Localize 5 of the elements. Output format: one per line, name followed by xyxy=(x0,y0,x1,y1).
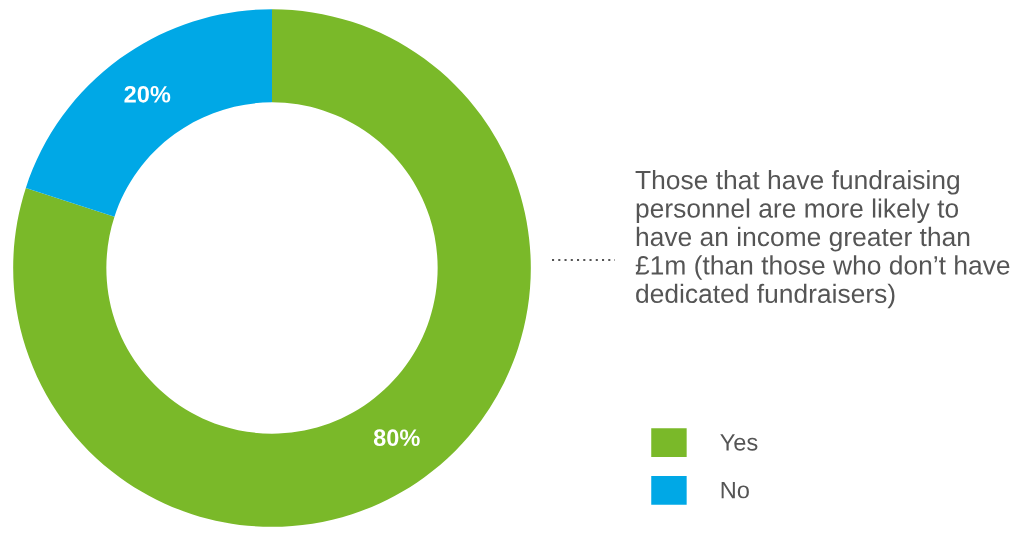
data-label: 80% xyxy=(373,429,420,447)
text: Those that have fundraising personnel are more likely to have an income greater than £1m (than those who don’t have dedicated fundraisers) xyxy=(635,170,1010,309)
data-label: 20% xyxy=(124,85,171,103)
legend-label: No xyxy=(721,481,749,499)
legend-label: Yes xyxy=(720,434,758,451)
